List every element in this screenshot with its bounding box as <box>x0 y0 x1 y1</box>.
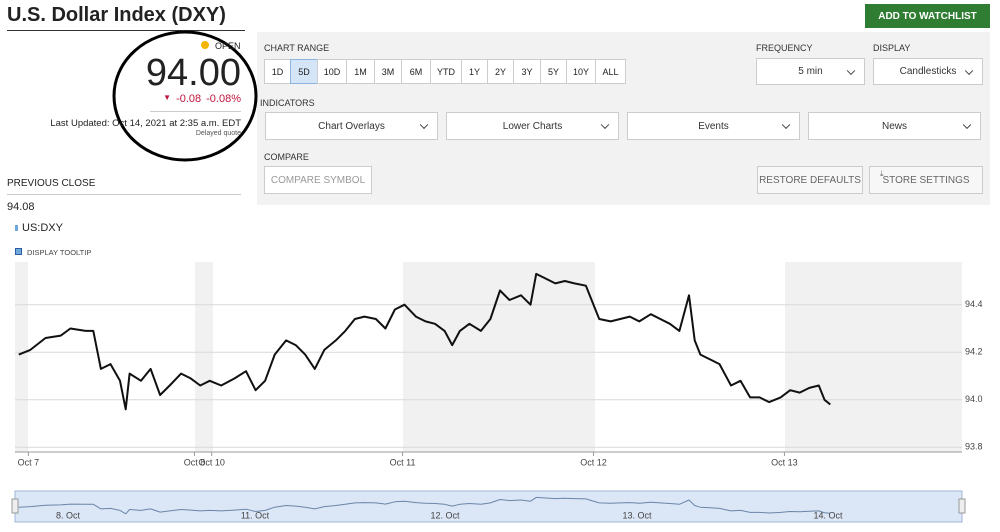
range-buttons: 1D 5D 10D 1M 3M 6M YTD 1Y 2Y 3Y 5Y 10Y ALL <box>264 59 626 84</box>
indicator-label: News <box>881 120 907 132</box>
indicator-label: Events <box>698 120 729 132</box>
range-button[interactable]: 1Y <box>461 59 488 84</box>
display-label: DISPLAY <box>873 43 911 53</box>
divider <box>7 30 245 31</box>
store-button[interactable]: ⤓ STORE SETTINGS <box>869 166 983 194</box>
divider <box>150 111 241 112</box>
sun-icon <box>201 41 209 49</box>
range-button[interactable]: 10Y <box>566 59 596 84</box>
change: -0.08 <box>176 93 202 105</box>
y-tick-label: 94.4 <box>965 299 983 309</box>
tooltip-label: DISPLAY TOOLTIP <box>27 248 92 257</box>
x-tick-label: Oct 8 <box>184 457 206 467</box>
frequency-dropdown[interactable]: 5 min <box>756 58 865 85</box>
last-updated: Last Updated: Oct 14, 2021 at 2:35 a.m. … <box>50 118 241 129</box>
compare-input[interactable]: COMPARE SYMBOL <box>264 166 372 194</box>
range-button[interactable]: 3M <box>374 59 402 84</box>
navigator-label: 8. Oct <box>56 510 81 520</box>
previous-close-label: PREVIOUS CLOSE <box>7 178 96 189</box>
range-button[interactable]: 2Y <box>487 59 514 84</box>
session-shading <box>15 262 962 452</box>
x-tick-label: Oct 7 <box>18 457 40 467</box>
price: 94.00 <box>145 52 241 94</box>
title: U.S. Dollar Index (DXY) <box>7 4 226 26</box>
tooltip-checkbox[interactable] <box>15 248 22 255</box>
x-tick-label: Oct 10 <box>198 457 225 467</box>
x-tick-label: Oct 11 <box>390 457 416 467</box>
display-dropdown[interactable]: Candlesticks <box>873 58 983 85</box>
indicator-label: Lower Charts <box>502 120 563 132</box>
range-button[interactable]: YTD <box>430 59 462 84</box>
restore-button[interactable]: RESTORE DEFAULTS <box>757 166 863 194</box>
navigator-label: 13. Oct <box>622 510 652 520</box>
range-button[interactable]: 1D <box>264 59 291 84</box>
indicator-dropdown[interactable]: News <box>808 112 981 140</box>
range-button[interactable]: 5D <box>290 59 318 84</box>
chart-range-label: CHART RANGE <box>264 43 330 53</box>
range-button[interactable]: 3Y <box>513 59 541 84</box>
divider <box>7 194 241 195</box>
legend-entry[interactable]: US:DXY <box>22 222 63 234</box>
navigator <box>14 490 963 523</box>
frequency-value: 5 min <box>798 66 823 77</box>
range-button[interactable]: 10D <box>317 59 347 84</box>
navigator-label: 11. Oct <box>241 510 270 520</box>
range-button[interactable]: 5Y <box>540 59 567 84</box>
indicator-label: Chart Overlays <box>318 120 385 132</box>
indicators-label: INDICATORS <box>260 98 315 108</box>
change-pct: -0.08% <box>206 93 241 105</box>
indicator-dropdown[interactable]: Events <box>627 112 800 140</box>
display-value: Candlesticks <box>899 66 957 77</box>
store-text: STORE SETTINGS <box>882 174 970 186</box>
delayed-quote: Delayed quote <box>195 130 241 137</box>
y-tick-label: 93.8 <box>965 442 983 452</box>
navigator-label: 12. Oct <box>430 510 460 520</box>
range-button[interactable]: ALL <box>595 59 626 84</box>
frequency-label: FREQUENCY <box>756 43 813 53</box>
previous-close: 94.08 <box>7 201 35 213</box>
navigator-handle[interactable] <box>958 498 966 514</box>
compare-label: COMPARE <box>264 152 309 162</box>
download-icon: ⤓ <box>880 169 884 178</box>
x-tick-label: Oct 13 <box>771 457 798 467</box>
market-status: OPEN <box>215 41 241 51</box>
plot <box>18 272 831 515</box>
navigator-line <box>18 496 831 515</box>
watchlist-button[interactable]: ADD TO WATCHLIST <box>865 4 990 28</box>
y-tick-label: 94.0 <box>965 394 983 404</box>
down-arrow: ▼ <box>163 93 172 102</box>
grid <box>15 304 962 456</box>
x-tick-label: Oct 12 <box>580 457 607 467</box>
price-line <box>18 272 831 411</box>
navigator-label: 14. Oct <box>813 510 843 520</box>
range-button[interactable]: 1M <box>346 59 375 84</box>
annotation-circle <box>112 30 258 162</box>
change-row: ▼ -0.08 -0.08% <box>163 93 241 105</box>
indicator-dropdown[interactable]: Lower Charts <box>446 112 619 140</box>
y-tick-label: 94.2 <box>965 347 983 357</box>
range-button[interactable]: 6M <box>401 59 431 84</box>
restore-text: RESTORE DEFAULTS <box>759 174 861 186</box>
navigator-handle[interactable] <box>11 498 19 514</box>
compare-placeholder: COMPARE SYMBOL <box>270 174 366 186</box>
legend-swatch <box>15 225 18 231</box>
indicator-dropdown[interactable]: Chart Overlays <box>265 112 438 140</box>
